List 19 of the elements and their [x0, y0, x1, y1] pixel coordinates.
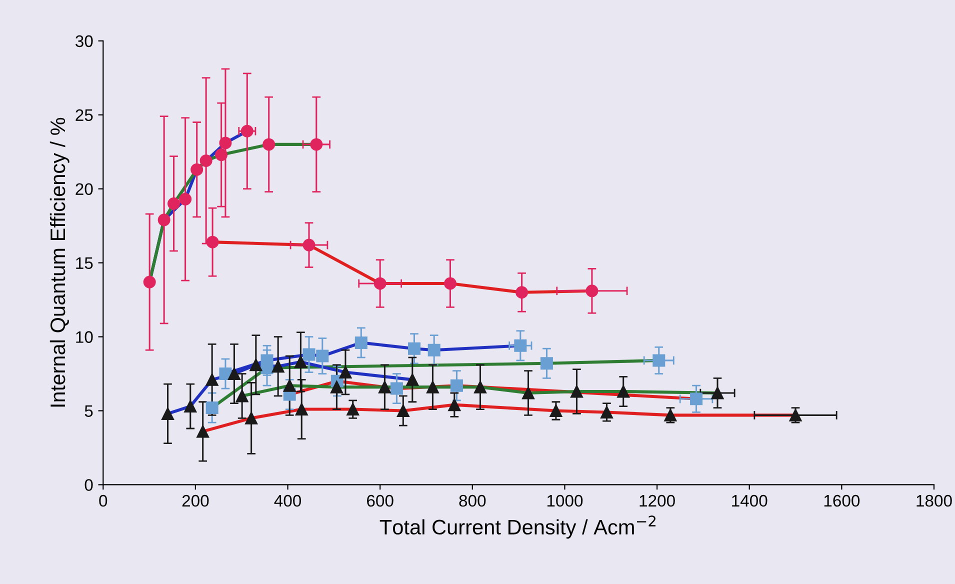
x-tick-label: 0	[99, 494, 108, 507]
y-tick-label: 10	[76, 331, 93, 343]
x-tick-label: 1200	[640, 494, 675, 507]
x-tick-label: 1800	[916, 494, 952, 507]
x-tick-label: 800	[459, 494, 486, 507]
x-tick-label: 200	[182, 494, 209, 507]
y-tick-label: 5	[84, 405, 93, 417]
y-axis-title: Internal Quantum Efficiency / %	[50, 118, 70, 407]
x-axis-title: Total Current Density / Acm$^{−2}$	[380, 516, 656, 539]
y-tick-label: 30	[76, 35, 93, 48]
x-tick-label: 1400	[732, 494, 768, 507]
x-tick-label: 1600	[824, 494, 860, 507]
y-tick-label: 15	[76, 257, 93, 270]
x-tick-label: 600	[367, 494, 394, 507]
y-tick-label: 0	[84, 479, 93, 491]
y-tick-label: 25	[76, 109, 93, 122]
x-tick-label: 1000	[547, 494, 583, 507]
y-tick-label: 20	[76, 183, 93, 196]
x-tick-label: 400	[274, 494, 302, 507]
